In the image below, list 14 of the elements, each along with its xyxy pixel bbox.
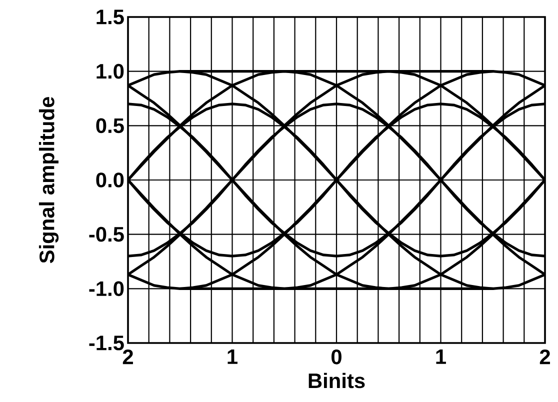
y-tick-label: 1.0 [96, 64, 124, 79]
y-tick-label: 1.5 [96, 10, 124, 24]
y-tick-label: -0.5 [89, 226, 124, 242]
x-axis-title: Binits [308, 372, 365, 388]
y-tick-label: -1.0 [89, 281, 124, 296]
x-tick-label: 0 [332, 350, 342, 364]
y-tick-label: -1.5 [89, 336, 124, 350]
y-axis-title: Signal amplitude [38, 97, 59, 264]
y-tick-label: 0.5 [96, 118, 124, 134]
x-tick-label: 1 [228, 350, 238, 364]
y-tick-label: 0.0 [96, 172, 124, 188]
x-tick-label: 2 [540, 350, 550, 364]
x-tick-label: 1 [436, 350, 446, 364]
x-tick-label: 2 [122, 350, 133, 364]
